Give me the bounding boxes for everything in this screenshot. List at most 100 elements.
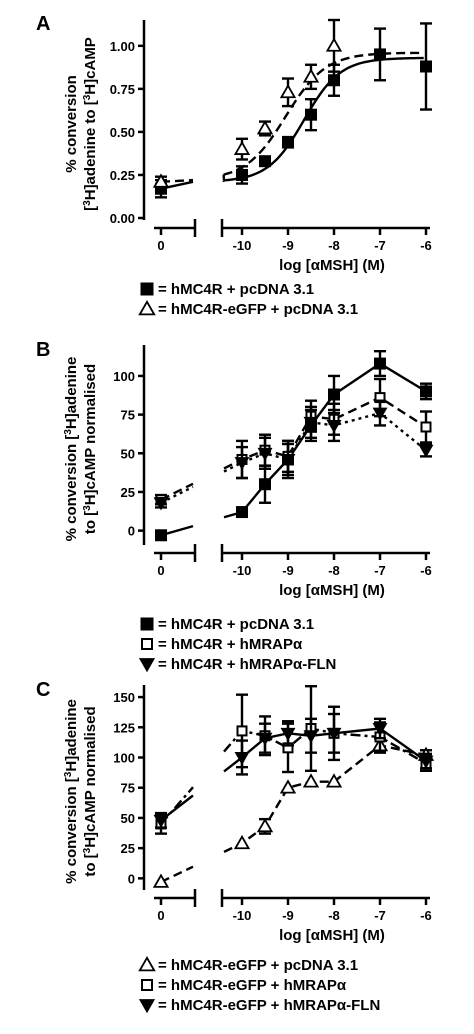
x-tick-label: -7 — [374, 563, 386, 578]
panel-letter: B — [36, 339, 50, 361]
label-part: cAMP normalised — [82, 364, 99, 490]
legend-marker — [140, 282, 154, 296]
legend-entry: = hMC4R-eGFP + pcDNA 3.1 — [158, 301, 358, 318]
series-line — [223, 396, 427, 470]
data-point — [256, 817, 274, 833]
label-superscript: 3 — [82, 847, 93, 853]
series-line-zero — [160, 865, 194, 884]
y-tick-label: 0.00 — [110, 211, 135, 226]
legend-marker — [138, 299, 156, 316]
y-tick-label: 75 — [121, 781, 135, 796]
x-tick-label: -6 — [420, 563, 432, 578]
data-point — [279, 83, 297, 99]
label-part: H] — [63, 756, 80, 772]
label-part: to — [82, 858, 99, 876]
data-point — [418, 755, 434, 769]
y-axis-label: [3H]adenine to [3H]cAMP — [82, 37, 100, 211]
legend-marker — [138, 658, 156, 673]
label-part: H] — [82, 832, 99, 848]
x-tick-label: -9 — [282, 238, 294, 253]
x-tick-label: -6 — [420, 908, 432, 923]
panel-B: B 0 25 50 75 100 0 -10 -9 -8 -7 -6 log [αMSH] (M) % c… — [36, 339, 434, 673]
data-point — [233, 834, 251, 850]
label-part: [ — [82, 511, 99, 516]
data-point — [302, 68, 320, 83]
legend-entry: = hMC4R + hMRAPα-FLN — [158, 656, 336, 673]
legend-marker — [141, 979, 153, 991]
y-tick-label: 150 — [113, 690, 135, 705]
legend-marker — [138, 999, 156, 1014]
y-axis-label: % conversion [3H]adenine — [63, 357, 81, 542]
x-tick-label: -8 — [328, 238, 340, 253]
legend-marker — [141, 638, 153, 650]
data-point — [234, 752, 250, 766]
y-tick-label: 75 — [121, 408, 135, 423]
x-axis-label: log [αMSH] (M) — [279, 257, 385, 274]
series-1 — [155, 685, 432, 835]
label-part: [ — [82, 100, 99, 105]
data-point — [153, 814, 169, 828]
label-part: [ — [63, 777, 80, 782]
data-point — [420, 60, 432, 73]
y-tick-label: 50 — [121, 446, 135, 461]
series-1 — [155, 377, 432, 506]
data-point — [325, 773, 343, 788]
y-tick-label: 1.00 — [110, 39, 135, 54]
data-point — [236, 168, 248, 181]
data-point — [280, 454, 296, 468]
series-line — [223, 727, 427, 773]
x-tick-label: -8 — [328, 908, 340, 923]
series-0 — [155, 22, 432, 199]
series-line-zero — [160, 178, 194, 184]
data-point — [326, 727, 342, 741]
panel-letter: A — [36, 13, 50, 35]
y-tick-label: 0.25 — [110, 168, 135, 183]
data-point — [374, 357, 386, 370]
legend-entry: = hMC4R + hMRAPα — [158, 636, 303, 653]
data-point — [234, 457, 250, 471]
x-tick-label: -6 — [420, 238, 432, 253]
label-superscript: 3 — [82, 505, 93, 511]
x-tick-label: -10 — [233, 908, 252, 923]
x-tick-label: -10 — [233, 238, 252, 253]
data-point — [302, 773, 320, 788]
data-point — [420, 385, 432, 398]
legend-entry: = hMC4R-eGFP + pcDNA 3.1 — [158, 957, 358, 974]
data-point — [153, 497, 169, 511]
x-tick-label: -9 — [282, 563, 294, 578]
y-tick-label: 0 — [128, 524, 135, 539]
label-part: cAMP — [82, 37, 99, 79]
series-line — [223, 362, 427, 519]
y-tick-label: 0.50 — [110, 125, 135, 140]
data-point — [236, 506, 248, 519]
data-point — [259, 478, 271, 491]
series-0 — [155, 349, 432, 542]
series-2 — [153, 712, 434, 829]
data-point — [372, 723, 388, 737]
x-axis-label: log [αMSH] (M) — [279, 927, 385, 944]
data-point — [418, 444, 434, 458]
data-point — [328, 74, 340, 87]
label-part: % conversion — [63, 75, 80, 173]
x-tick-label: -10 — [233, 563, 252, 578]
panel-A: A 0.00 0.25 0.50 0.75 1.00 0 -10 -9 -8 -7 -6 log [αM… — [36, 13, 432, 318]
y-tick-label: 25 — [121, 841, 135, 856]
x-tick-label: -9 — [282, 908, 294, 923]
data-point — [325, 37, 343, 52]
data-point — [257, 447, 273, 461]
label-part: to — [82, 516, 99, 534]
y-axis-label: to [3H]cAMP normalised — [82, 364, 100, 534]
data-point — [256, 120, 274, 135]
label-part: adenine — [63, 357, 80, 414]
data-point — [303, 416, 319, 430]
data-point — [233, 140, 251, 155]
label-part: H] — [82, 184, 99, 200]
data-point — [152, 173, 170, 188]
y-tick-label: 0 — [128, 871, 135, 886]
y-axis-label: to [3H]cAMP normalised — [82, 706, 100, 876]
data-point — [152, 873, 170, 888]
label-superscript: 3 — [82, 94, 93, 100]
y-tick-label: 50 — [121, 811, 135, 826]
label-part: % conversion — [63, 782, 80, 884]
